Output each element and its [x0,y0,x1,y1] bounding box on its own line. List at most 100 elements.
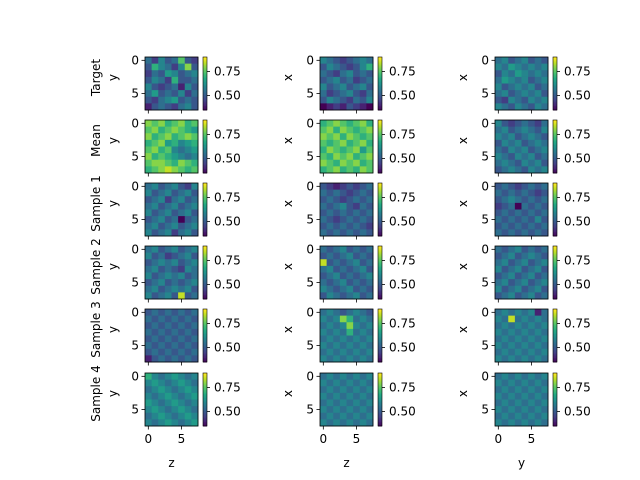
colorbar-segment [378,104,382,107]
heatmap-cell [501,252,509,260]
heatmap-cell [528,279,536,287]
heatmap-cell [171,196,179,204]
heatmap-cell [191,126,199,134]
heatmap-cell [158,328,166,336]
colorbar-segment [203,193,207,196]
colorbar-segment [553,383,557,386]
heatmap-cell [164,76,172,84]
colorbar-segment [553,104,557,107]
colorbar-segment [553,252,557,255]
colorbar-segment [553,408,557,411]
heatmap-cell [333,146,341,154]
colorbar-segment [553,139,557,142]
colorbar-segment [378,100,382,103]
colorbar-segment [203,264,207,267]
heatmap-cell [333,386,341,394]
colorbar-segment [553,190,557,193]
colorbar-segment [203,94,207,96]
heatmap-cell [333,133,341,141]
heatmap-cell [320,279,328,287]
heatmap-cell [158,229,166,237]
heatmap-cell [326,63,334,71]
heatmap-cell [528,90,536,98]
heatmap-cell [366,183,374,191]
colorbar-tick-label: 0.50 [389,89,416,103]
colorbar-segment [203,418,207,420]
heatmap-cell [145,90,153,98]
heatmap-cell [366,57,374,65]
colorbar-segment [378,412,382,415]
colorbar-segment [553,275,557,277]
heatmap-cell [346,133,354,141]
heatmap-cell [508,342,516,350]
heatmap-cell [528,202,536,210]
heatmap-cell [508,139,516,147]
colorbar-segment [553,201,557,204]
heatmap-cell [151,103,159,111]
colorbar-segment [553,331,557,334]
heatmap-cell [184,120,192,128]
heatmap-cell [326,259,334,267]
colorbar-segment [553,350,557,352]
heatmap-cell [191,355,199,363]
heatmap-cell [333,259,341,267]
colorbar-segment [553,200,557,203]
colorbar-segment [203,350,207,352]
colorbar-segment [203,76,207,79]
colorbar-segment [553,194,557,197]
heatmap-cell [521,292,529,300]
heatmap-cell [178,355,186,363]
heatmap-cell [353,355,361,363]
panel-frame [494,119,549,174]
heatmap-cell [191,342,199,350]
colorbar-segment [203,295,207,297]
colorbar-tick-label: 0.75 [389,316,416,330]
heatmap-cell [151,386,159,394]
colorbar-segment [553,358,557,360]
colorbar-segment [553,249,557,252]
colorbar-segment [553,78,557,81]
heatmap-cell [320,252,328,260]
heatmap-cell [171,222,179,230]
heatmap-cell [164,189,172,197]
colorbar-segment [378,167,382,170]
heatmap-cell [145,76,153,84]
heatmap-cell [353,379,361,387]
heatmap-cell [528,246,536,254]
colorbar-segment [378,141,382,144]
colorbar-segment [203,287,207,289]
colorbar-segment [203,155,207,158]
heatmap-cell [171,406,179,414]
colorbar-frame [202,119,208,174]
heatmap-cell [521,373,529,381]
row-label: Sample 3 [89,301,103,357]
y-tick-label: 0 [481,242,489,256]
heatmap-cell [171,120,179,128]
colorbar-segment [378,252,382,255]
heatmap-cell [171,57,179,65]
colorbar-segment [378,131,382,134]
colorbar-segment [553,149,557,151]
heatmap-cell [158,103,166,111]
heatmap-cell [191,229,199,237]
colorbar-segment [553,414,557,416]
heatmap-cell [366,222,374,230]
heatmap-cell [326,292,334,300]
colorbar-segment [203,161,207,163]
colorbar-segment [378,312,382,315]
colorbar-segment [378,316,382,319]
colorbar-segment [553,206,557,209]
heatmap-cell [514,272,522,280]
colorbar-segment [378,272,382,275]
colorbar-segment [553,163,557,166]
colorbar-segment [378,253,382,256]
heatmap-cell [339,399,347,407]
heatmap-cell [178,279,186,287]
heatmap-cell [171,90,179,98]
colorbar-segment [203,392,207,395]
colorbar-segment [553,255,557,258]
heatmap-cell [145,379,153,387]
colorbar-segment [553,197,557,200]
heatmap-cell [508,57,516,65]
heatmap-cell [353,309,361,317]
